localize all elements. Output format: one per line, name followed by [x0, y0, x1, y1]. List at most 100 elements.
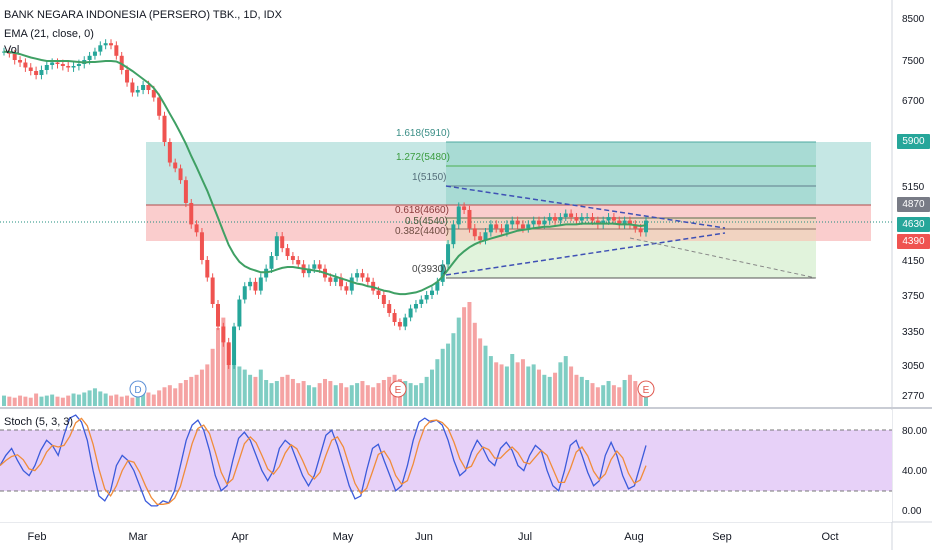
volume-bar: [216, 328, 220, 406]
candle-body: [563, 213, 568, 218]
volume-bar: [585, 380, 590, 406]
fib-label-0: 0(3930): [412, 264, 447, 275]
volume-bar: [627, 374, 632, 406]
volume-bar: [622, 380, 627, 406]
volume-bar: [194, 374, 199, 406]
volume-bar: [71, 393, 76, 406]
volume-bar: [226, 343, 231, 406]
volume-bar: [333, 385, 338, 406]
candle-body: [183, 180, 188, 203]
candle-body: [558, 217, 563, 221]
candle-body: [520, 224, 525, 229]
candle-body: [553, 217, 558, 221]
volume-bar: [483, 345, 488, 406]
candle-body: [430, 290, 434, 295]
volume-bar: [114, 394, 119, 406]
candle-body: [210, 277, 215, 304]
candle-body: [542, 220, 547, 225]
stoch-tick-label: 80.00: [902, 426, 927, 437]
price-tick-label: 4150: [902, 256, 925, 267]
volume-bar: [258, 369, 263, 406]
volume-bar: [119, 396, 124, 406]
candle-body: [248, 281, 253, 287]
volume-bar: [440, 348, 445, 406]
volume-bar: [60, 397, 65, 406]
candle-body: [109, 43, 113, 46]
candle-body: [633, 224, 638, 229]
fib-label-0618: 0.618(4660): [395, 205, 449, 216]
candle-body: [360, 273, 365, 278]
candle-body: [173, 162, 178, 169]
candle-body: [34, 71, 39, 75]
volume-bar: [146, 392, 151, 406]
candle-body: [504, 224, 509, 233]
stoch-tick-label: 0.00: [902, 506, 922, 517]
candle-body: [381, 295, 386, 304]
candle-body: [333, 277, 338, 282]
volume-bar: [109, 395, 113, 406]
volume-bar: [7, 396, 12, 406]
candle-body: [253, 281, 258, 291]
volume-bar: [633, 381, 638, 406]
candle-body: [87, 55, 92, 60]
volume-bar: [173, 388, 178, 406]
chart-title: BANK NEGARA INDONESIA (PERSERO) TBK., 1D…: [4, 9, 282, 21]
volume-bar: [376, 383, 381, 406]
stoch-axis-labels: 80.00 40.00 0.00: [902, 426, 927, 517]
volume-bar: [462, 307, 467, 406]
candle-body: [296, 260, 301, 265]
candle-body: [280, 236, 285, 249]
volume-bar: [563, 356, 568, 406]
event-marker-e1[interactable]: [389, 380, 407, 398]
volume-bar: [520, 359, 525, 406]
volume-bar: [253, 376, 258, 406]
event-marker-e2[interactable]: [637, 380, 655, 398]
candle-body: [130, 82, 135, 93]
volume-bar: [424, 376, 429, 406]
candle-body: [242, 286, 247, 300]
candle-body: [585, 217, 590, 219]
candle-body: [579, 217, 584, 221]
volume-bar: [264, 380, 269, 406]
time-tick-label: Oct: [821, 531, 838, 543]
candle-body: [28, 67, 33, 71]
volume-bar: [76, 394, 81, 406]
event-marker-d[interactable]: [129, 380, 147, 398]
stoch-k-line: [0, 414, 647, 507]
volume-bar: [371, 387, 376, 406]
volume-bar: [237, 366, 242, 406]
volume-bar: [301, 381, 306, 406]
volume-bar: [488, 356, 493, 406]
candle-body: [60, 64, 65, 66]
price-tag-fib-0382: 4390: [897, 234, 930, 249]
candle-body: [194, 224, 199, 233]
volume-bar: [39, 396, 44, 406]
candle-body: [66, 66, 71, 68]
candle-body: [627, 220, 632, 225]
candle-body: [644, 220, 648, 233]
fib-label-1618: 1.618(5910): [396, 128, 450, 139]
volume-bar: [558, 362, 563, 406]
candle-body: [419, 299, 424, 304]
volume-bar: [178, 383, 183, 406]
time-tick-label: Aug: [624, 531, 644, 543]
candle-body: [617, 220, 622, 225]
volume-bar: [103, 393, 108, 406]
volume-bar: [456, 317, 461, 406]
price-tick-label: 6700: [902, 96, 925, 107]
candle-body: [472, 228, 477, 237]
volume-bar: [290, 378, 295, 406]
ema-21-line: [3, 50, 647, 296]
volume-bar: [478, 338, 483, 406]
volume-bar: [413, 385, 418, 406]
candle-body: [18, 60, 23, 63]
candle-body: [50, 62, 55, 65]
volume-bar: [2, 395, 6, 406]
volume-bar: [403, 381, 408, 406]
volume-bar: [92, 388, 97, 406]
price-tick-label: 7500: [902, 56, 925, 67]
candle-body: [349, 277, 354, 291]
volume-bar: [23, 396, 28, 406]
candle-body: [274, 236, 279, 257]
